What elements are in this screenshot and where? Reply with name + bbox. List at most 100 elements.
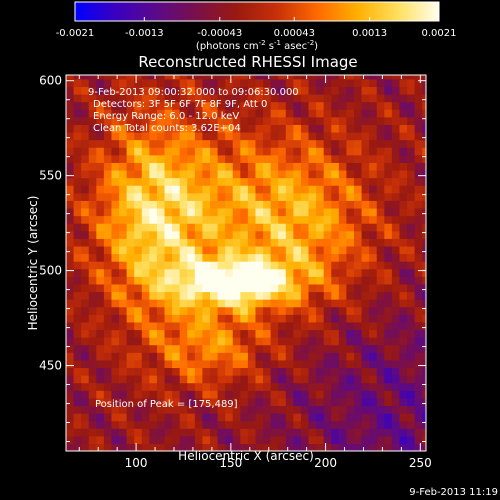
heatmap-cell bbox=[255, 139, 264, 148]
heatmap-cell bbox=[88, 192, 97, 201]
heatmap-cell bbox=[66, 177, 75, 186]
heatmap-cell bbox=[247, 352, 257, 361]
heatmap-cell bbox=[172, 344, 181, 353]
heatmap-cell bbox=[81, 261, 90, 270]
heatmap-cell bbox=[141, 253, 150, 262]
heatmap-cell bbox=[210, 238, 219, 247]
heatmap-cell bbox=[399, 443, 408, 451]
heatmap-cell bbox=[293, 185, 302, 194]
heatmap-cell bbox=[376, 337, 385, 346]
heatmap-cell bbox=[187, 253, 196, 262]
heatmap-cell bbox=[134, 101, 143, 110]
heatmap-cell bbox=[225, 390, 234, 399]
heatmap-cell bbox=[399, 101, 408, 110]
heatmap-cell bbox=[285, 116, 294, 125]
heatmap-cell bbox=[232, 139, 241, 148]
heatmap-cell bbox=[399, 169, 408, 179]
heatmap-cell bbox=[202, 413, 211, 422]
heatmap-cell bbox=[111, 352, 120, 361]
heatmap-cell bbox=[232, 375, 241, 384]
heatmap-cell bbox=[346, 93, 355, 103]
heatmap-cell bbox=[232, 147, 241, 156]
heatmap-cell bbox=[361, 359, 370, 369]
heatmap-cell bbox=[202, 162, 211, 171]
heatmap-cell bbox=[384, 131, 393, 141]
heatmap-cell bbox=[285, 390, 294, 399]
heatmap-cell bbox=[376, 321, 385, 331]
heatmap-cell bbox=[316, 169, 325, 179]
heatmap-cell bbox=[187, 93, 196, 103]
heatmap-cell bbox=[323, 428, 332, 437]
heatmap-cell bbox=[187, 109, 196, 118]
heatmap-cell bbox=[278, 116, 287, 125]
heatmap-cell bbox=[210, 283, 219, 293]
heatmap-cell bbox=[225, 321, 234, 331]
heatmap-cell bbox=[361, 306, 370, 315]
heatmap-cell bbox=[285, 185, 294, 194]
heatmap-cell bbox=[293, 147, 302, 156]
heatmap-cell bbox=[361, 238, 370, 247]
heatmap-cell bbox=[210, 306, 219, 315]
heatmap-cell bbox=[300, 245, 310, 255]
heatmap-cell bbox=[81, 352, 90, 361]
heatmap-cell bbox=[217, 413, 226, 422]
heatmap-cell bbox=[126, 215, 135, 224]
heatmap-cell bbox=[81, 131, 90, 141]
heatmap-cell bbox=[399, 337, 408, 346]
heatmap-cell bbox=[407, 147, 416, 156]
plot-svg: Reconstructed RHESSI Image 100 150 200 250 … bbox=[26, 53, 432, 470]
heatmap-cell bbox=[187, 261, 196, 270]
heatmap-cell bbox=[422, 177, 426, 186]
heatmap-cell bbox=[316, 428, 325, 437]
heatmap-cell bbox=[240, 397, 249, 407]
heatmap-cell bbox=[323, 299, 332, 308]
heatmap-cell bbox=[354, 215, 363, 224]
heatmap-cell bbox=[66, 162, 75, 171]
heatmap-cell bbox=[369, 299, 378, 308]
heatmap-cell bbox=[263, 200, 272, 209]
heatmap-cell bbox=[156, 207, 166, 217]
heatmap-cell bbox=[346, 177, 355, 186]
heatmap-cell bbox=[361, 177, 370, 186]
heatmap-cell bbox=[255, 283, 264, 293]
heatmap-cell bbox=[308, 443, 317, 451]
heatmap-cell bbox=[278, 390, 287, 399]
heatmap-cell bbox=[399, 291, 408, 300]
heatmap-cell bbox=[369, 428, 378, 437]
heatmap-cell bbox=[323, 154, 332, 163]
heatmap-cell bbox=[134, 109, 143, 118]
heatmap-cell bbox=[338, 200, 348, 209]
heatmap-cell bbox=[414, 276, 423, 285]
heatmap-cell bbox=[293, 177, 302, 186]
heatmap-cell bbox=[73, 101, 82, 110]
heatmap-cell bbox=[376, 245, 385, 255]
heatmap-cell bbox=[88, 321, 97, 331]
heatmap-cell bbox=[126, 306, 135, 315]
heatmap-cell bbox=[217, 329, 226, 338]
heatmap-cell bbox=[134, 375, 143, 384]
heatmap-cell bbox=[202, 101, 211, 110]
heatmap-cell bbox=[179, 306, 188, 315]
heatmap-cell bbox=[369, 154, 378, 163]
heatmap-cell bbox=[103, 367, 113, 376]
heatmap-cell bbox=[187, 367, 196, 376]
heatmap-cell bbox=[369, 78, 378, 87]
heatmap-cell bbox=[81, 124, 90, 133]
heatmap-cell bbox=[194, 382, 204, 391]
heatmap-cell bbox=[217, 375, 226, 384]
heatmap-cell bbox=[338, 420, 348, 429]
heatmap-cell bbox=[255, 207, 264, 217]
heatmap-cell bbox=[96, 299, 105, 308]
heatmap-cell bbox=[391, 192, 401, 201]
heatmap-cell bbox=[240, 86, 249, 95]
x-tick-label: 150 bbox=[219, 456, 242, 470]
heatmap-cell bbox=[308, 291, 317, 300]
heatmap-cell bbox=[338, 185, 348, 194]
heatmap-cell bbox=[202, 405, 211, 414]
heatmap-cell bbox=[134, 207, 143, 217]
heatmap-cell bbox=[172, 314, 181, 323]
heatmap-cell bbox=[202, 223, 211, 232]
heatmap-cell bbox=[225, 139, 234, 148]
heatmap-cell bbox=[270, 314, 279, 323]
heatmap-cell bbox=[119, 245, 128, 255]
